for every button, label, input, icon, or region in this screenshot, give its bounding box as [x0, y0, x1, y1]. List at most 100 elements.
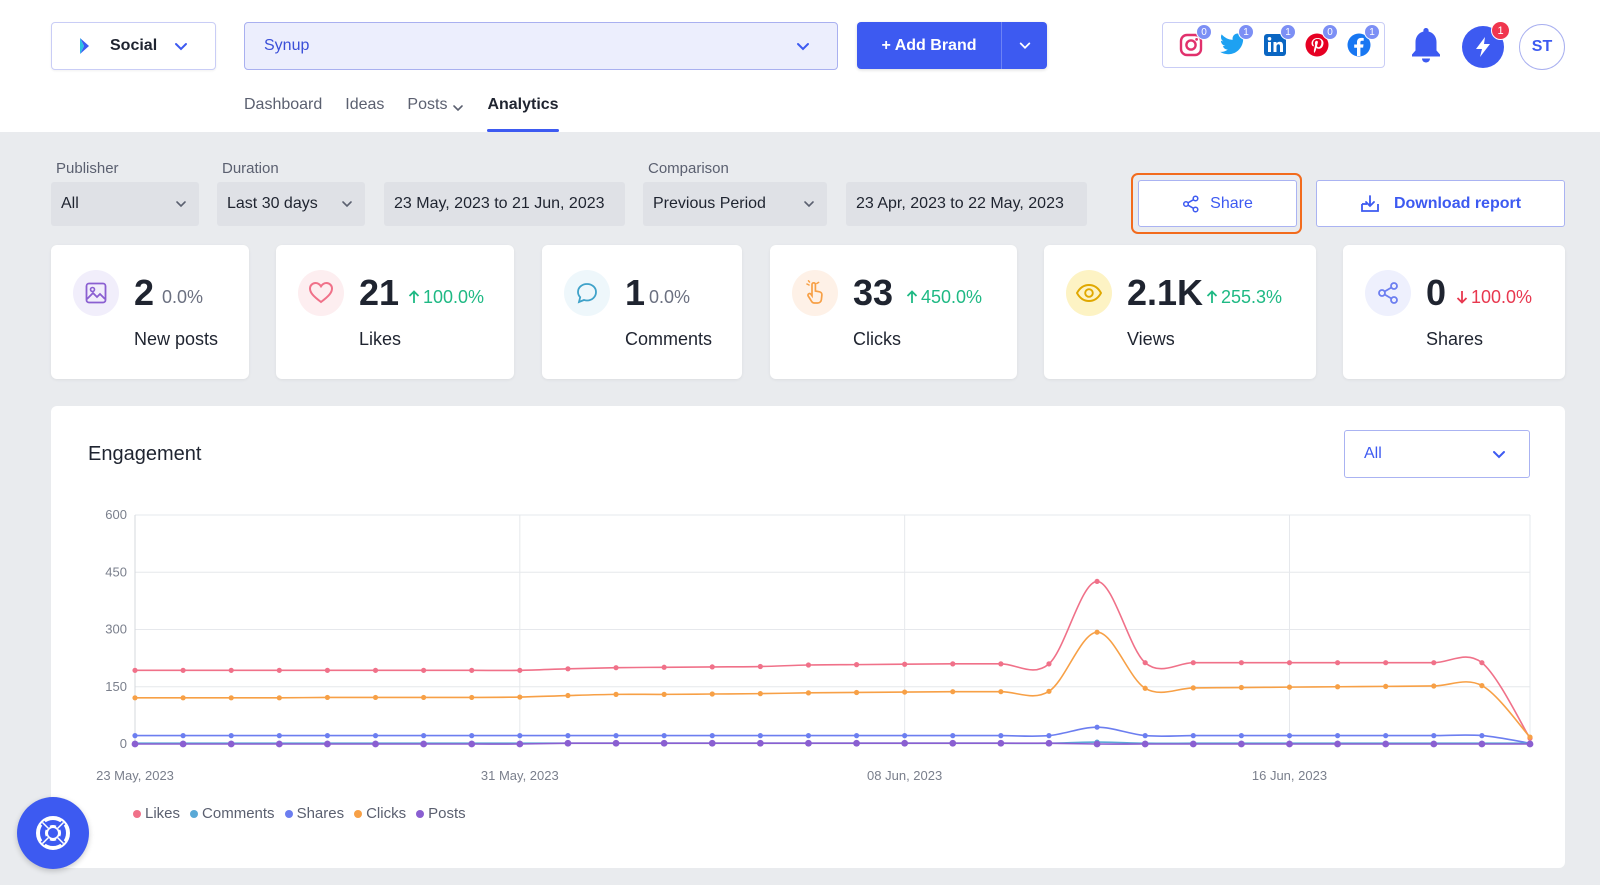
main-nav: Dashboard Ideas Posts Analytics: [244, 96, 582, 132]
date-range-field[interactable]: 23 May, 2023 to 21 Jun, 2023: [384, 182, 625, 226]
data-point-shares: [228, 733, 234, 739]
tab-dashboard[interactable]: Dashboard: [244, 96, 322, 132]
data-point-posts: [1093, 740, 1101, 748]
stat-label: Views: [1127, 329, 1175, 349]
stat-change-value: 0.0%: [162, 287, 204, 307]
data-point-clicks: [613, 691, 619, 697]
legend-dot: [190, 809, 199, 818]
linkedin-count-badge: 1: [1280, 24, 1296, 40]
legend-dot: [284, 809, 293, 818]
legend-label: Clicks: [366, 805, 407, 822]
data-point-posts: [324, 740, 331, 748]
tab-ideas[interactable]: Ideas: [345, 96, 384, 132]
chevron-down-icon: [175, 43, 187, 51]
share-button[interactable]: Share: [1138, 180, 1297, 227]
arrow-up-icon: [1206, 290, 1218, 303]
twitter-icon: [1220, 33, 1246, 55]
stat-card-likes: 21 100.0% Likes: [276, 245, 514, 379]
chevron-down-icon: [453, 105, 464, 112]
stat-value: 0: [1426, 272, 1447, 313]
facebook-account[interactable]: 1: [1344, 24, 1380, 60]
comparison-range-field[interactable]: 23 Apr, 2023 to 22 May, 2023: [846, 182, 1087, 226]
data-point-posts: [564, 739, 572, 747]
data-point-shares: [1142, 733, 1148, 739]
data-point-shares: [1046, 733, 1052, 739]
twitter-account[interactable]: 1: [1218, 24, 1254, 60]
data-point-likes: [902, 661, 908, 667]
product-select[interactable]: Social: [51, 22, 216, 70]
legend-item-posts[interactable]: Posts: [416, 805, 466, 822]
data-point-shares: [180, 733, 186, 739]
help-button[interactable]: [17, 797, 89, 869]
notifications-button[interactable]: [1409, 26, 1443, 69]
legend-item-comments[interactable]: Comments: [190, 805, 275, 822]
legend-item-clicks[interactable]: Clicks: [354, 805, 406, 822]
data-point-clicks: [1046, 688, 1052, 694]
legend-item-likes[interactable]: Likes: [133, 805, 180, 822]
data-point-clicks: [1094, 629, 1100, 635]
data-point-shares: [1238, 733, 1244, 739]
comparison-label: Comparison: [648, 160, 729, 177]
user-avatar[interactable]: ST: [1519, 24, 1565, 70]
instagram-account[interactable]: 0: [1176, 24, 1212, 60]
comparison-range-value: 23 Apr, 2023 to 22 May, 2023: [856, 195, 1064, 212]
data-point-posts: [1430, 740, 1438, 748]
data-point-posts: [275, 740, 283, 748]
publisher-select[interactable]: All: [51, 182, 199, 226]
data-point-posts: [660, 739, 668, 747]
data-point-likes: [469, 667, 475, 673]
data-point-clicks: [1334, 684, 1341, 690]
publisher-label: Publisher: [56, 160, 119, 177]
data-point-posts: [708, 739, 716, 747]
comparison-select[interactable]: Previous Period: [643, 182, 827, 226]
duration-select[interactable]: Last 30 days: [217, 182, 365, 226]
data-point-posts: [1045, 739, 1053, 747]
data-point-likes: [1383, 660, 1389, 666]
download-report-button[interactable]: Download report: [1316, 180, 1565, 227]
data-point-clicks: [1479, 683, 1485, 689]
linkedin-account[interactable]: 1: [1260, 24, 1296, 60]
data-point-clicks: [757, 691, 763, 697]
data-point-likes: [998, 661, 1004, 667]
y-tick-label: 150: [105, 679, 127, 694]
x-tick-label: 23 May, 2023: [96, 768, 174, 783]
y-tick-label: 0: [120, 736, 127, 751]
legend-item-shares[interactable]: Shares: [284, 805, 344, 822]
image-icon: [73, 270, 119, 316]
data-point-posts: [949, 739, 957, 747]
add-brand-dropdown-button[interactable]: [1002, 22, 1047, 69]
share-highlight-outline: [1131, 173, 1302, 234]
add-brand-button[interactable]: + Add Brand: [857, 22, 1002, 69]
data-point-posts: [1286, 740, 1293, 748]
y-tick-label: 600: [105, 507, 127, 522]
data-point-clicks: [1383, 683, 1389, 689]
legend-dot: [416, 809, 425, 818]
data-point-shares: [565, 733, 571, 739]
data-point-posts: [612, 739, 620, 747]
stat-change-value: 0.0%: [649, 287, 691, 307]
data-point-shares: [1334, 733, 1341, 739]
tab-analytics[interactable]: Analytics: [487, 96, 559, 132]
legend-dot: [133, 809, 141, 818]
brand-select[interactable]: Synup: [244, 22, 838, 70]
updates-button[interactable]: 1: [1462, 21, 1510, 68]
engagement-filter-select[interactable]: All: [1344, 430, 1530, 478]
social-accounts[interactable]: 0 1 1 0 1: [1162, 22, 1385, 68]
data-point-clicks: [469, 694, 475, 701]
data-point-posts: [1237, 740, 1245, 748]
data-point-shares: [1479, 733, 1485, 739]
pinterest-account[interactable]: 0: [1302, 24, 1338, 60]
chevron-down-icon: [797, 43, 809, 51]
data-point-posts: [420, 740, 428, 748]
data-point-clicks: [1142, 685, 1148, 691]
arrow-up-icon: [408, 290, 420, 303]
data-point-shares: [950, 733, 956, 739]
data-point-likes: [661, 664, 667, 670]
data-point-likes: [1190, 660, 1196, 666]
data-point-clicks: [1527, 734, 1533, 740]
data-point-shares: [613, 733, 619, 739]
stat-change: 255.3%: [1206, 288, 1282, 306]
data-point-posts: [516, 740, 524, 748]
tab-posts[interactable]: Posts: [407, 96, 464, 132]
y-tick-label: 450: [105, 564, 127, 579]
